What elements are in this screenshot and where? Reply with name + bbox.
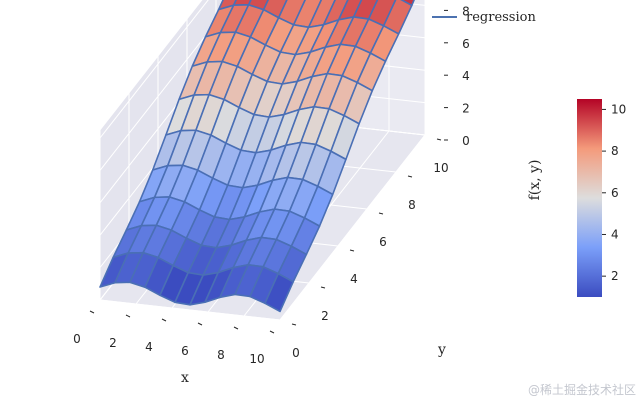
colorbar-tick-label: 4 xyxy=(611,227,619,241)
y-tick-label: 6 xyxy=(379,235,387,249)
z-tick-label: 0 xyxy=(462,134,470,148)
watermark: @稀土掘金技术社区 xyxy=(528,382,636,397)
colorbar-tick-label: 8 xyxy=(611,144,619,158)
x-tick-mark xyxy=(197,322,203,326)
y-tick-mark xyxy=(291,323,297,326)
x-tick-mark xyxy=(161,318,167,322)
colorbar-tick-label: 10 xyxy=(611,102,626,116)
y-tick-label: 8 xyxy=(408,198,416,212)
x-tick-label: 0 xyxy=(73,332,81,346)
y-tick-mark xyxy=(436,138,442,141)
colorbar: 2 4 6 8 10 xyxy=(577,99,626,297)
y-axis-label: y xyxy=(437,342,446,358)
z-tick-label: 4 xyxy=(462,69,470,83)
colorbar-tick-label: 2 xyxy=(611,269,619,283)
axis-ticks: 024681002468100246810 xyxy=(73,4,470,366)
left-grid-z xyxy=(99,0,209,139)
y-tick-label: 4 xyxy=(350,272,358,286)
y-tick-label: 2 xyxy=(321,309,329,323)
x-tick-label: 8 xyxy=(217,348,225,362)
floor-grid-y xyxy=(99,299,281,321)
legend: regression xyxy=(432,10,536,25)
y-tick-mark xyxy=(407,175,413,178)
x-tick-label: 6 xyxy=(181,344,189,358)
legend-label-regression: regression xyxy=(466,10,536,25)
floor-grid-x xyxy=(279,134,426,321)
y-tick-mark xyxy=(378,212,384,215)
x-tick-label: 10 xyxy=(249,352,264,366)
surface-patch xyxy=(264,272,294,313)
x-axis-label: x xyxy=(181,370,189,386)
z-tick-label: 2 xyxy=(462,102,470,116)
y-tick-mark xyxy=(320,286,326,289)
z-tick-label: 8 xyxy=(462,4,470,18)
x-tick-mark xyxy=(125,314,131,318)
z-axis-label: f(x, y) xyxy=(527,160,543,201)
surface-mesh xyxy=(99,0,415,313)
colorbar-tick-label: 6 xyxy=(611,186,619,200)
z-tick-label: 6 xyxy=(462,37,470,51)
colorbar-gradient xyxy=(577,99,602,297)
y-tick-mark xyxy=(349,249,355,252)
y-tick-label: 0 xyxy=(292,346,300,360)
x-tick-mark xyxy=(89,310,95,314)
x-tick-mark xyxy=(269,330,275,334)
y-tick-label: 10 xyxy=(433,161,448,175)
x-tick-mark xyxy=(233,326,239,330)
x-tick-label: 4 xyxy=(145,340,153,354)
x-tick-label: 2 xyxy=(109,336,117,350)
